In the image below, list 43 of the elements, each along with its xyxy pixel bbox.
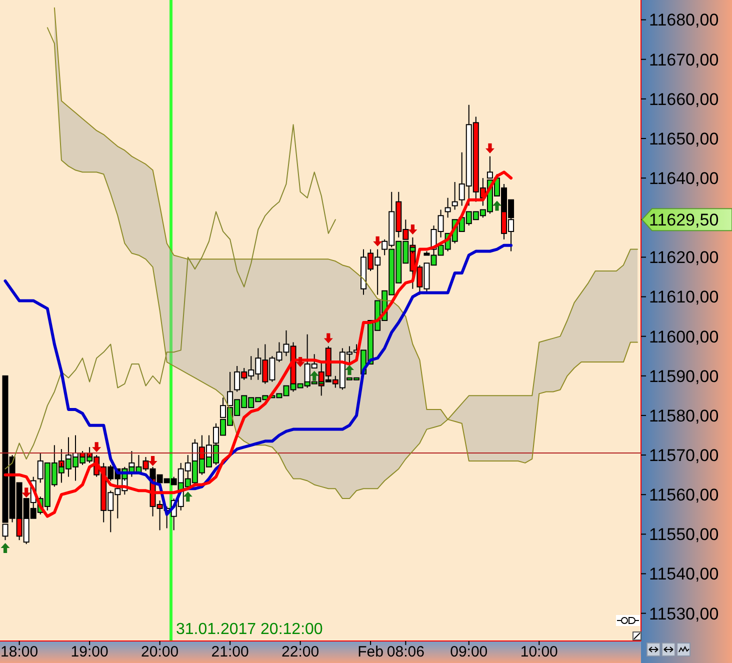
x-tick-label: 18:00: [0, 644, 38, 661]
y-tick-label: 11580,00: [649, 406, 719, 426]
y-tick-label: 11629,50: [649, 210, 719, 230]
point: [148, 456, 158, 466]
x-tick-label: 08:06: [386, 644, 424, 661]
x-tick-label: 10:00: [520, 644, 558, 661]
candlestick: [444, 197, 451, 218]
y-tick-label: 11600,00: [649, 327, 719, 346]
y-tick-label: 11570,00: [649, 446, 719, 465]
point: [0, 543, 10, 554]
point: [92, 442, 102, 452]
point: [296, 357, 305, 368]
x-tick-label: 09:00: [450, 644, 488, 661]
point: [373, 236, 382, 246]
x-tick-label: 20:00: [141, 644, 179, 661]
x-tick-label: Feb: [358, 644, 384, 661]
point: [324, 333, 333, 344]
y-tick-label: 11660,00: [649, 90, 719, 109]
point: [310, 370, 319, 381]
y-tick-label: 11640,00: [649, 169, 719, 188]
point: [408, 224, 418, 234]
x-tick-label: 19:00: [70, 644, 108, 661]
candlestick: [452, 182, 458, 210]
annotation: 31.01.2017 20:12:00: [176, 621, 323, 638]
y-tick-label: 11540,00: [649, 564, 719, 584]
point: [183, 492, 192, 502]
line-series: [4, 244, 513, 516]
y-tick-label: 11550,00: [649, 525, 719, 544]
y-tick-label: 11610,00: [649, 288, 719, 307]
y-tick-label: 11620,00: [649, 248, 719, 268]
y-tick-label: 11530,00: [649, 604, 719, 624]
point: [344, 364, 354, 375]
y-tick-label: 11670,00: [649, 50, 719, 70]
point: [485, 143, 494, 154]
y-tick-label: 11560,00: [649, 486, 719, 505]
point: [22, 488, 31, 498]
y-tick-label: 11650,00: [649, 129, 719, 148]
x-tick-label: 22:00: [282, 644, 320, 661]
y-tick-label: 11590,00: [649, 366, 719, 386]
x-tick-label: 21:00: [211, 644, 249, 661]
point: [492, 200, 502, 211]
y-tick-label: 11680,00: [649, 10, 719, 30]
line-series: [4, 170, 513, 518]
